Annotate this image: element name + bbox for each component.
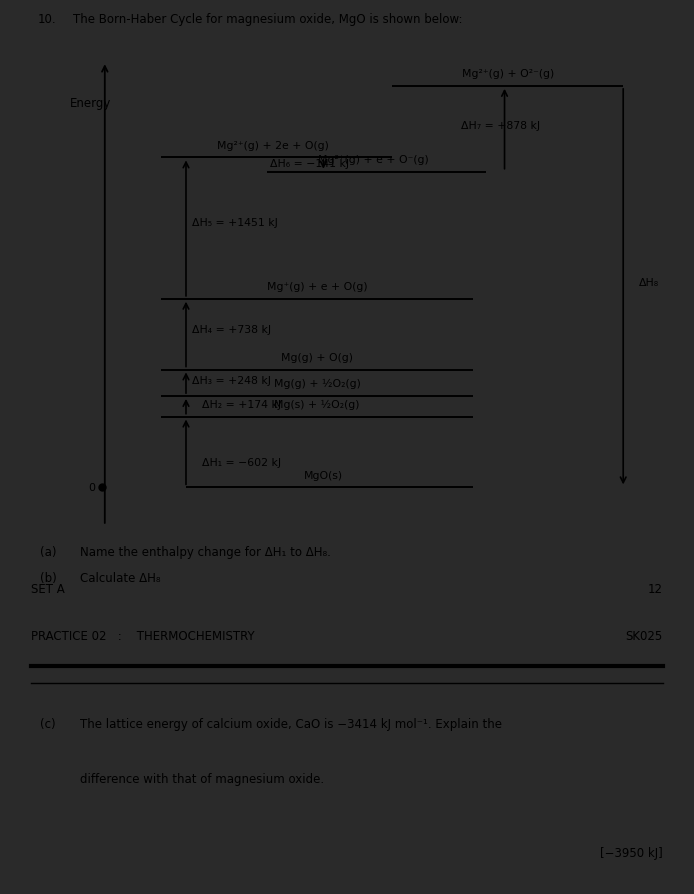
Text: [−3950 kJ]: [−3950 kJ] [600, 846, 663, 858]
Text: 12: 12 [648, 582, 663, 595]
Text: Name the enthalpy change for ΔH₁ to ΔH₈.: Name the enthalpy change for ΔH₁ to ΔH₈. [80, 545, 330, 558]
Text: SET A: SET A [31, 582, 65, 595]
Text: (a): (a) [40, 545, 57, 558]
Text: 10.: 10. [38, 13, 57, 26]
Text: Calculate ΔH₈: Calculate ΔH₈ [80, 571, 160, 585]
Text: (c): (c) [40, 718, 56, 730]
Text: The lattice energy of calcium oxide, CaO is −3414 kJ mol⁻¹. Explain the: The lattice energy of calcium oxide, CaO… [80, 718, 502, 730]
Text: PRACTICE 02   :    THERMOCHEMISTRY: PRACTICE 02 : THERMOCHEMISTRY [31, 629, 255, 643]
Text: (b): (b) [40, 571, 57, 585]
Text: SK025: SK025 [625, 629, 663, 643]
Text: The Born-Haber Cycle for magnesium oxide, MgO is shown below:: The Born-Haber Cycle for magnesium oxide… [73, 13, 462, 26]
Text: difference with that of magnesium oxide.: difference with that of magnesium oxide. [80, 772, 324, 785]
